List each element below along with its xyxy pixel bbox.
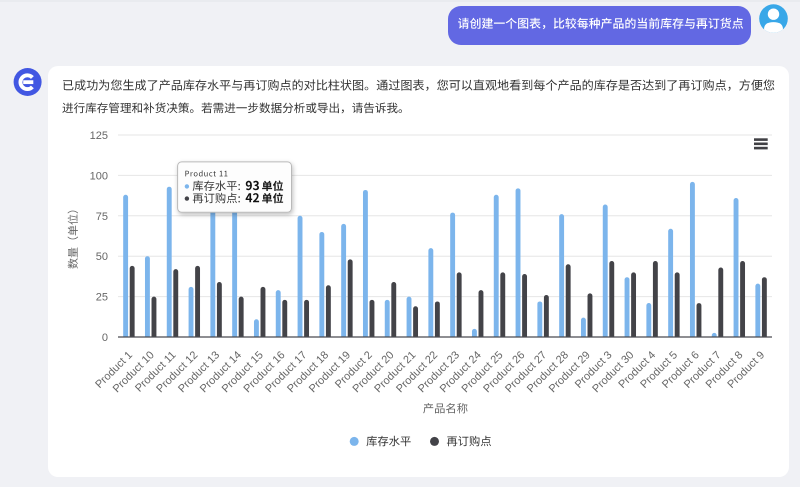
svg-text:50: 50 [96,251,108,263]
svg-text:125: 125 [90,130,108,142]
svg-text:25: 25 [96,292,108,304]
svg-text:100: 100 [90,170,108,182]
svg-text:0: 0 [102,332,108,344]
svg-text:75: 75 [96,211,108,223]
